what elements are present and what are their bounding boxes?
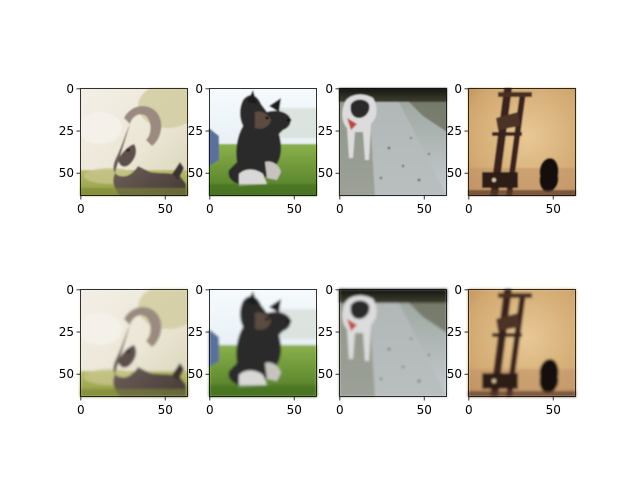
puppy-photo: [209, 88, 317, 196]
axes-frame: [339, 289, 447, 397]
y-tick-label: 25: [188, 124, 203, 138]
bottom-row: 0 50 0 25 50 0 50 0 25 50 0 50 0 25 50 0 50 0 25 50: [59, 283, 576, 417]
x-tick-label: 50: [417, 403, 432, 417]
x-tick-label: 0: [336, 202, 344, 216]
x-tick-label: 0: [77, 202, 85, 216]
y-tick-label: 0: [454, 82, 462, 96]
y-tick-label: 0: [454, 283, 462, 297]
subplot-1-3: 0 50 0 25 50: [318, 82, 447, 216]
y-tick-label: 0: [195, 283, 203, 297]
y-tick-label: 50: [318, 367, 333, 381]
y-tick-label: 25: [59, 325, 74, 339]
x-tick-label: 50: [158, 202, 173, 216]
subplot-1-4: 0 50 0 25 50: [447, 82, 576, 216]
x-tick-label: 0: [465, 202, 473, 216]
y-tick-label: 25: [318, 325, 333, 339]
dog-path-photo: [339, 289, 447, 397]
puppy-photo: [209, 289, 317, 397]
x-tick-label: 50: [417, 202, 432, 216]
x-tick-label: 50: [546, 202, 561, 216]
subplot-1-1: 0 50 0 25 50: [59, 82, 188, 216]
axes-frame: [209, 88, 317, 196]
axes-frame: [468, 289, 576, 397]
subplot-2-3: 0 50 0 25 50: [318, 283, 447, 417]
y-tick-label: 50: [188, 166, 203, 180]
subplot-1-2: 0 50 0 25 50: [188, 82, 317, 216]
subplot-2-2: 0 50 0 25 50: [188, 283, 317, 417]
axes-frame: [80, 289, 188, 397]
subplot-grid: 0 50 0 25 50 0 50 0 25 50 0 50 0 25 50 0 50 0 25 50 0 50 0 25 50…: [59, 82, 576, 417]
y-tick-label: 50: [59, 166, 74, 180]
x-tick-label: 50: [158, 403, 173, 417]
y-tick-label: 0: [325, 283, 333, 297]
x-tick-label: 0: [465, 403, 473, 417]
y-tick-label: 50: [447, 166, 462, 180]
guillotine-photo: [468, 289, 576, 397]
ram-photo: [80, 88, 188, 196]
top-row: 0 50 0 25 50 0 50 0 25 50 0 50 0 25 50 0 50 0 25 50: [59, 82, 576, 216]
y-tick-label: 0: [325, 82, 333, 96]
x-tick-label: 0: [206, 202, 214, 216]
x-tick-label: 50: [546, 403, 561, 417]
guillotine-photo: [468, 88, 576, 196]
y-tick-label: 25: [447, 325, 462, 339]
y-tick-label: 25: [318, 124, 333, 138]
y-tick-label: 0: [66, 283, 74, 297]
axes-frame: [339, 88, 447, 196]
y-tick-label: 50: [447, 367, 462, 381]
y-tick-label: 50: [318, 166, 333, 180]
y-tick-label: 50: [59, 367, 74, 381]
axes-frame: [209, 289, 317, 397]
y-tick-label: 25: [447, 124, 462, 138]
x-tick-label: 0: [77, 403, 85, 417]
axes-frame: [468, 88, 576, 196]
y-tick-label: 0: [195, 82, 203, 96]
subplot-2-1: 0 50 0 25 50: [59, 283, 188, 417]
y-tick-label: 50: [188, 367, 203, 381]
x-tick-label: 50: [287, 202, 302, 216]
axes-frame: [80, 88, 188, 196]
y-tick-label: 25: [59, 124, 74, 138]
ram-photo: [80, 289, 188, 397]
y-tick-label: 25: [188, 325, 203, 339]
x-tick-label: 0: [336, 403, 344, 417]
subplot-2-4: 0 50 0 25 50: [447, 283, 576, 417]
x-tick-label: 0: [206, 403, 214, 417]
dog-path-photo: [339, 88, 447, 196]
x-tick-label: 50: [287, 403, 302, 417]
y-tick-label: 0: [66, 82, 74, 96]
